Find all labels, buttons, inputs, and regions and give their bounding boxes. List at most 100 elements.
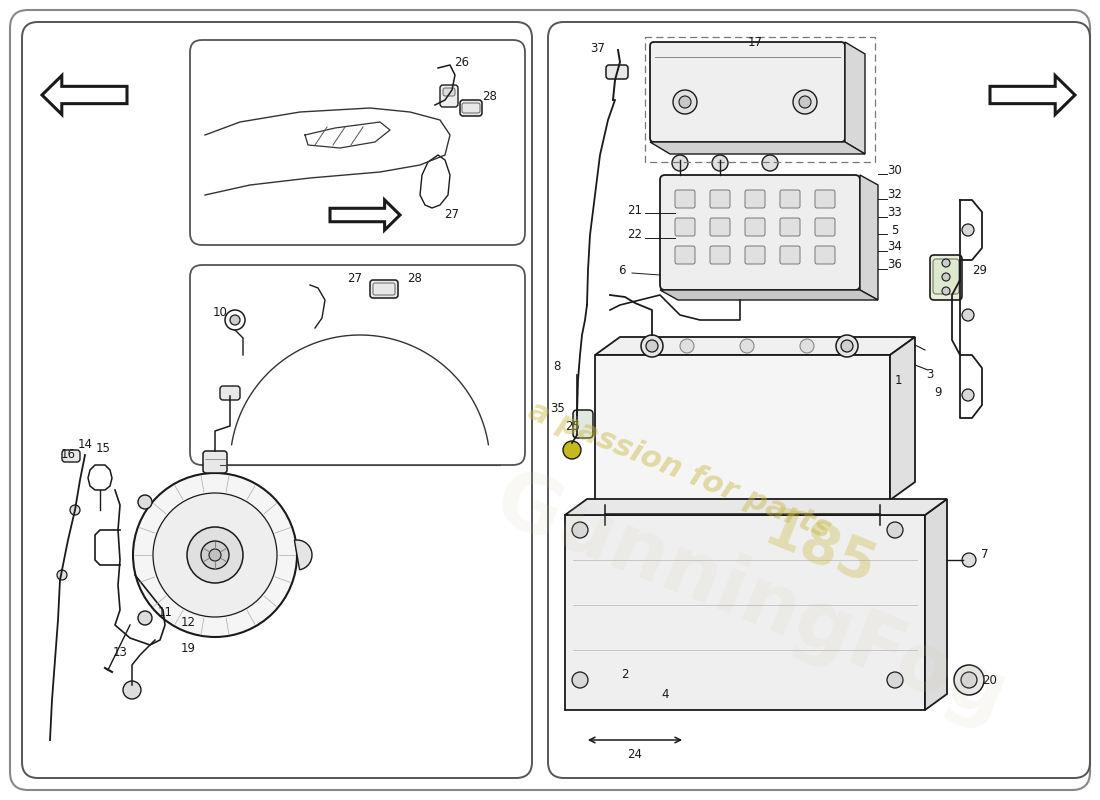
Circle shape: [954, 665, 985, 695]
Text: 32: 32: [888, 189, 902, 202]
Circle shape: [187, 527, 243, 583]
FancyBboxPatch shape: [660, 175, 860, 290]
Circle shape: [962, 553, 976, 567]
FancyBboxPatch shape: [650, 42, 845, 142]
Polygon shape: [845, 42, 865, 154]
Polygon shape: [565, 515, 925, 710]
FancyBboxPatch shape: [930, 255, 962, 300]
Text: 21: 21: [627, 203, 642, 217]
Circle shape: [842, 340, 852, 352]
Text: 30: 30: [888, 163, 902, 177]
Text: 37: 37: [591, 42, 605, 54]
Circle shape: [887, 672, 903, 688]
Circle shape: [800, 339, 814, 353]
FancyBboxPatch shape: [815, 218, 835, 236]
Text: 14: 14: [77, 438, 92, 451]
Text: 17: 17: [748, 35, 762, 49]
Text: 7: 7: [981, 549, 989, 562]
Circle shape: [572, 672, 588, 688]
Circle shape: [572, 522, 588, 538]
Circle shape: [123, 681, 141, 699]
Circle shape: [209, 549, 221, 561]
FancyBboxPatch shape: [220, 386, 240, 400]
Text: 25: 25: [565, 421, 581, 434]
FancyBboxPatch shape: [204, 451, 227, 473]
Circle shape: [799, 96, 811, 108]
Circle shape: [679, 96, 691, 108]
Text: 6: 6: [618, 263, 626, 277]
Circle shape: [563, 441, 581, 459]
Text: 35: 35: [551, 402, 565, 414]
Circle shape: [887, 522, 903, 538]
FancyBboxPatch shape: [675, 246, 695, 264]
Circle shape: [836, 335, 858, 357]
Text: 16: 16: [60, 449, 76, 462]
Circle shape: [230, 315, 240, 325]
Polygon shape: [565, 499, 947, 515]
FancyBboxPatch shape: [710, 246, 730, 264]
Text: 8: 8: [553, 361, 561, 374]
FancyBboxPatch shape: [606, 65, 628, 79]
FancyBboxPatch shape: [675, 218, 695, 236]
Circle shape: [57, 570, 67, 580]
Text: 27: 27: [444, 209, 460, 222]
Wedge shape: [295, 540, 312, 570]
Circle shape: [962, 389, 974, 401]
Circle shape: [673, 90, 697, 114]
Circle shape: [712, 155, 728, 171]
Text: 1: 1: [894, 374, 902, 386]
FancyBboxPatch shape: [780, 246, 800, 264]
Text: 15: 15: [96, 442, 110, 454]
FancyBboxPatch shape: [745, 246, 764, 264]
FancyBboxPatch shape: [675, 190, 695, 208]
FancyBboxPatch shape: [745, 190, 764, 208]
Polygon shape: [595, 337, 915, 355]
Text: 11: 11: [157, 606, 173, 618]
Text: 12: 12: [180, 615, 196, 629]
Text: 19: 19: [180, 642, 196, 654]
Text: 4: 4: [661, 689, 669, 702]
Text: 26: 26: [454, 55, 470, 69]
Text: 3: 3: [926, 369, 934, 382]
Text: 28: 28: [483, 90, 497, 103]
Circle shape: [138, 495, 152, 509]
FancyBboxPatch shape: [440, 85, 458, 107]
Circle shape: [672, 155, 688, 171]
FancyBboxPatch shape: [370, 280, 398, 298]
Text: 185: 185: [756, 503, 883, 597]
FancyBboxPatch shape: [780, 218, 800, 236]
FancyBboxPatch shape: [443, 88, 455, 96]
Circle shape: [646, 340, 658, 352]
Circle shape: [942, 273, 950, 281]
Text: 28: 28: [408, 271, 422, 285]
Circle shape: [793, 90, 817, 114]
Circle shape: [138, 611, 152, 625]
Text: 22: 22: [627, 229, 642, 242]
FancyBboxPatch shape: [745, 218, 764, 236]
FancyBboxPatch shape: [933, 259, 959, 294]
FancyBboxPatch shape: [460, 100, 482, 116]
FancyBboxPatch shape: [710, 218, 730, 236]
Circle shape: [942, 287, 950, 295]
Polygon shape: [860, 175, 878, 300]
Text: 13: 13: [112, 646, 128, 658]
Circle shape: [740, 339, 754, 353]
Circle shape: [680, 339, 694, 353]
Text: 33: 33: [888, 206, 902, 219]
Text: 20: 20: [982, 674, 998, 686]
FancyBboxPatch shape: [815, 246, 835, 264]
Polygon shape: [925, 499, 947, 710]
FancyBboxPatch shape: [815, 190, 835, 208]
FancyBboxPatch shape: [62, 450, 80, 462]
Circle shape: [962, 224, 974, 236]
Text: a passion for parts: a passion for parts: [525, 396, 836, 544]
FancyBboxPatch shape: [573, 410, 593, 438]
Text: 2: 2: [621, 669, 629, 682]
Circle shape: [962, 309, 974, 321]
Text: 34: 34: [888, 241, 902, 254]
Polygon shape: [650, 142, 865, 154]
Circle shape: [201, 541, 229, 569]
FancyBboxPatch shape: [780, 190, 800, 208]
Text: 36: 36: [888, 258, 902, 271]
Text: 29: 29: [972, 263, 988, 277]
